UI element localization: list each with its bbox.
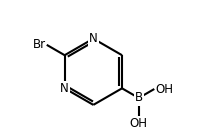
Text: Br: Br — [33, 38, 46, 51]
Text: OH: OH — [155, 83, 173, 95]
Text: OH: OH — [130, 117, 148, 130]
Text: B: B — [135, 91, 143, 104]
Text: N: N — [60, 82, 69, 95]
Text: N: N — [89, 32, 98, 45]
